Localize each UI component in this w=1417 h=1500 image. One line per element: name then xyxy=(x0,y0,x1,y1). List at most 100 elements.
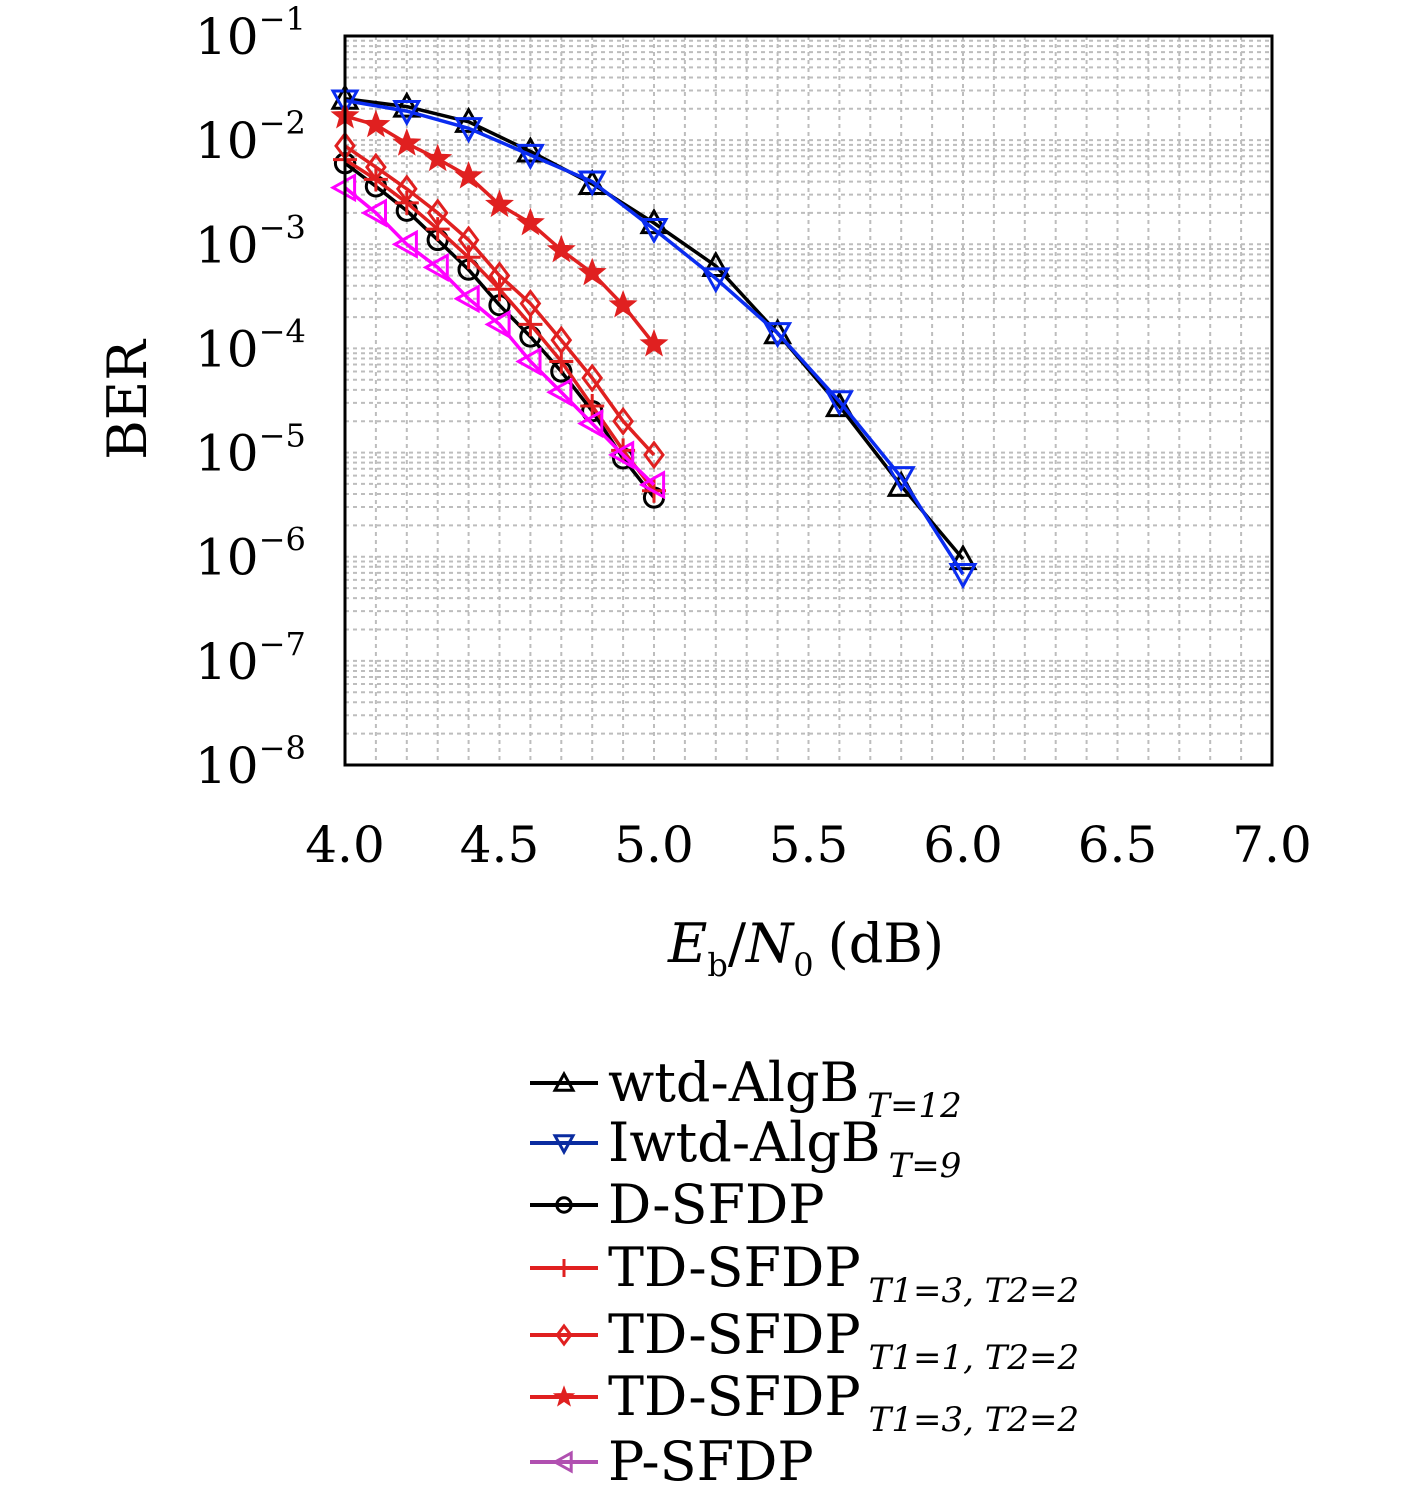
y-tick-label: 10−2 xyxy=(195,104,306,170)
legend-label: TD-SFDP xyxy=(608,1236,861,1299)
data-point xyxy=(886,466,916,493)
legend-subscript: T=12 xyxy=(867,1086,961,1126)
legend-marker xyxy=(555,1259,573,1277)
series-line xyxy=(344,144,656,457)
data-point xyxy=(701,267,731,294)
legend-label: wtd-AlgB xyxy=(608,1051,859,1114)
data-point xyxy=(519,289,542,319)
legend-entry: D-SFDP xyxy=(530,1173,825,1236)
data-point xyxy=(454,117,484,144)
legend-label: TD-SFDP xyxy=(608,1365,861,1428)
data-point xyxy=(639,207,669,235)
series-line xyxy=(344,98,965,576)
series-4 xyxy=(334,131,665,470)
data-point xyxy=(638,470,666,500)
x-label-slash: / xyxy=(728,912,747,975)
y-tick-label: 10−1 xyxy=(195,0,306,66)
legend-entry: wtd-AlgB T=12 xyxy=(530,1051,962,1126)
data-point xyxy=(763,322,793,349)
y-tick-exponent: −3 xyxy=(259,208,306,246)
legend-subscript: T1=3, T2=2 xyxy=(869,1400,1079,1440)
y-tick-base: 10 xyxy=(195,529,259,587)
series-5 xyxy=(330,100,669,357)
data-point xyxy=(639,217,669,245)
series-line xyxy=(344,96,965,561)
x-tick-labels: 4.0 4.5 5.0 5.5 6.0 6.5 7.0 xyxy=(305,816,1312,874)
data-point xyxy=(948,543,978,571)
data-point xyxy=(550,325,573,355)
data-point xyxy=(485,189,514,218)
x-tick-label: 5.5 xyxy=(769,816,849,874)
x-label-e: E xyxy=(667,912,707,975)
grid xyxy=(345,36,1272,765)
data-point xyxy=(546,234,576,263)
x-label-unit: (dB) xyxy=(828,912,944,975)
data-point xyxy=(426,198,449,228)
data-point xyxy=(360,198,387,228)
y-tick-exponent: −2 xyxy=(259,104,306,142)
legend-marker xyxy=(555,1323,573,1347)
legend-entry: Iwtd-AlgB T=9 xyxy=(530,1111,961,1186)
svg-text:Eb/N0(dB): Eb/N0 (dB) xyxy=(667,912,944,984)
legend-label: TD-SFDP xyxy=(608,1303,861,1366)
x-label-sub-b: b xyxy=(707,946,727,984)
data-point xyxy=(488,261,511,291)
y-tick-label: 10−8 xyxy=(195,729,306,795)
y-tick-label: 10−7 xyxy=(195,625,306,691)
x-tick-label: 4.0 xyxy=(305,816,385,874)
data-point xyxy=(515,207,545,236)
x-label-n: N xyxy=(744,912,795,975)
x-tick-label: 4.5 xyxy=(460,816,540,874)
legend-entry: TD-SFDP T1=3, T2=2 xyxy=(530,1365,1079,1440)
data-point xyxy=(395,174,418,204)
legend-entry: TD-SFDP T1=1, T2=2 xyxy=(530,1303,1079,1378)
y-tick-base: 10 xyxy=(195,8,259,66)
y-tick-base: 10 xyxy=(195,216,259,274)
y-tick-base: 10 xyxy=(195,633,259,691)
y-tick-base: 10 xyxy=(195,425,259,483)
y-tick-label: 10−3 xyxy=(195,208,306,274)
data-point xyxy=(365,152,387,182)
legend-marker xyxy=(551,1450,573,1474)
data-point xyxy=(392,128,422,156)
data-point xyxy=(456,245,481,270)
y-axis-label: BER xyxy=(96,339,159,460)
data-point xyxy=(422,252,449,282)
data-point xyxy=(423,143,453,172)
data-point xyxy=(453,284,480,314)
data-point xyxy=(611,438,636,463)
data-point xyxy=(515,346,542,376)
data-point xyxy=(577,170,607,197)
y-tick-label: 10−5 xyxy=(195,417,306,483)
y-tick-label: 10−6 xyxy=(195,521,306,587)
y-tick-exponent: −6 xyxy=(259,521,306,559)
legend-subscript: T1=1, T2=2 xyxy=(869,1338,1079,1378)
legend-marker xyxy=(555,1196,573,1214)
data-point xyxy=(577,257,607,286)
plot-frame xyxy=(343,34,1274,767)
x-tick-label: 7.0 xyxy=(1232,816,1312,874)
y-tick-base: 10 xyxy=(195,737,259,795)
x-tick-label: 5.0 xyxy=(614,816,694,874)
y-tick-exponent: −5 xyxy=(259,417,306,455)
legend-entry: TD-SFDP T1=3, T2=2 xyxy=(530,1236,1079,1311)
x-axis-label: Eb/N0 (dB) xyxy=(667,912,944,984)
series-6 xyxy=(329,173,666,500)
y-tick-exponent: −4 xyxy=(259,312,306,350)
data-point xyxy=(454,106,484,133)
legend-label: P-SFDP xyxy=(608,1430,814,1493)
data-point xyxy=(639,328,669,357)
data-point xyxy=(581,363,604,393)
legend-subscript: T1=3, T2=2 xyxy=(869,1271,1079,1311)
data-point xyxy=(608,289,638,318)
legend-marker xyxy=(552,1134,576,1156)
series-group xyxy=(329,83,978,590)
y-tick-base: 10 xyxy=(195,320,259,378)
data-point xyxy=(515,136,545,163)
y-tick-labels: 10−110−210−310−410−510−610−710−8 xyxy=(195,0,306,795)
y-tick-exponent: −7 xyxy=(259,625,306,663)
data-point xyxy=(643,440,665,470)
data-point xyxy=(425,217,450,242)
